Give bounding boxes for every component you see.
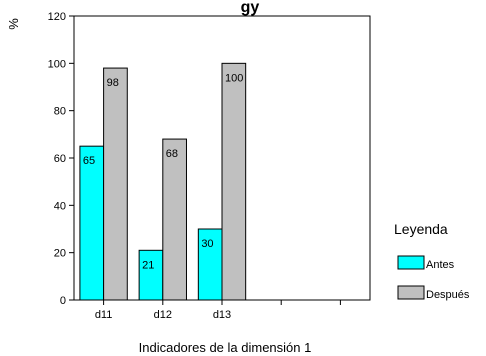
- data-label: 68: [166, 148, 178, 160]
- legend-swatch: [397, 285, 425, 300]
- chart-title-partial: gy: [241, 0, 260, 16]
- data-label: 30: [201, 238, 213, 250]
- y-tick-label: 40: [54, 200, 66, 212]
- x-axis-title: Indicadores de la dimensión 1: [139, 340, 312, 355]
- legend-swatch: [397, 255, 425, 270]
- y-axis-title: %: [6, 18, 21, 30]
- legend: Leyenda Antes Después: [394, 221, 470, 301]
- y-tick-label: 60: [54, 153, 66, 165]
- data-labels: 65 98 21 68 30 100: [83, 72, 243, 271]
- data-label: 65: [83, 155, 95, 167]
- x-tick-label: d12: [154, 309, 172, 321]
- x-axis: d11 d12 d13: [95, 300, 341, 321]
- legend-label: Antes: [426, 259, 455, 271]
- data-label: 21: [142, 259, 154, 271]
- bar-d11-antes: [79, 145, 105, 301]
- data-label: 100: [225, 72, 243, 84]
- y-axis: 0 20 40 60 80 100 120: [48, 11, 74, 307]
- legend-title: Leyenda: [394, 221, 448, 237]
- y-tick-label: 80: [54, 106, 66, 118]
- bar-d11-despues: [103, 67, 128, 301]
- data-label: 98: [107, 77, 119, 89]
- y-tick-label: 120: [48, 11, 66, 23]
- bar-d12-despues: [162, 138, 187, 301]
- bar-d12-antes: [138, 249, 164, 301]
- y-tick-label: 20: [54, 248, 66, 260]
- x-tick-label: d13: [213, 309, 231, 321]
- bars: [79, 62, 247, 301]
- bar-d13-despues: [221, 62, 247, 301]
- y-tick-label: 100: [48, 58, 66, 70]
- y-tick-label: 0: [60, 295, 66, 307]
- x-tick-label: d11: [95, 309, 113, 321]
- legend-label: Después: [426, 289, 470, 301]
